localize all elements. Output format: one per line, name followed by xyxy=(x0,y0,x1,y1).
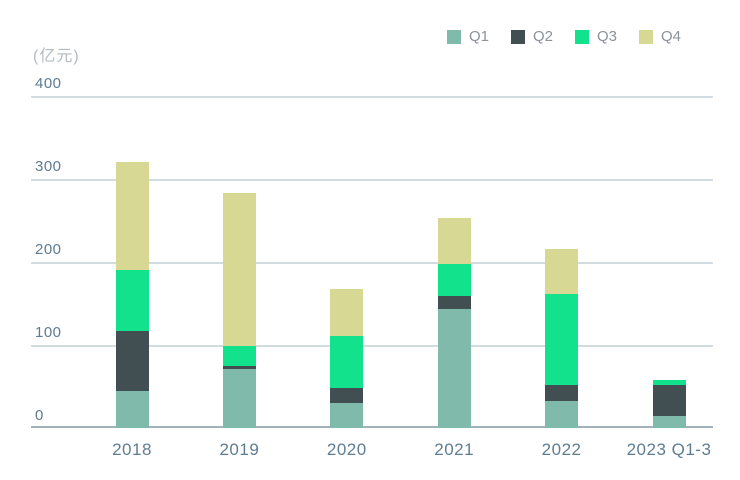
x-tick-label-2019: 2019 xyxy=(219,440,260,459)
legend-swatch-q3 xyxy=(574,29,589,44)
x-tick-label-2021: 2021 xyxy=(434,440,475,459)
legend-label-q4: Q4 xyxy=(660,28,681,45)
bar-segment-q4-2021 xyxy=(437,218,471,264)
bar-segment-q2-2022 xyxy=(545,384,579,402)
bar-column-2022 xyxy=(545,248,579,428)
legend-swatch-q4 xyxy=(638,29,653,44)
x-tick-label-2023-q1-3: 2023 Q1-3 xyxy=(626,440,712,459)
bar-segment-q4-2020 xyxy=(330,289,364,336)
bar-segment-q2-2019 xyxy=(222,365,256,370)
gridline-400 xyxy=(31,96,713,98)
legend-swatch-q2 xyxy=(510,29,525,44)
bar-segment-q1-2021 xyxy=(437,309,471,428)
legend-item-q2: Q2 xyxy=(510,28,553,45)
gridline-300 xyxy=(31,179,713,181)
y-tick-label-100: 100 xyxy=(35,324,62,341)
bar-column-2023-q1-3 xyxy=(652,379,686,428)
bar-column-2021 xyxy=(437,218,471,428)
y-tick-label-300: 300 xyxy=(35,158,62,175)
bar-segment-q1-2018 xyxy=(115,390,149,428)
bar-column-2018 xyxy=(115,162,149,428)
legend-label-q2: Q2 xyxy=(532,28,553,45)
bar-segment-q4-2022 xyxy=(545,248,579,295)
x-tick-label-2022: 2022 xyxy=(541,440,582,459)
legend-swatch-q1 xyxy=(446,29,461,44)
bar-segment-q3-2022 xyxy=(545,294,579,385)
bar-column-2019 xyxy=(222,193,256,428)
x-tick-label-2018: 2018 xyxy=(112,440,152,459)
gridline-200 xyxy=(31,262,713,264)
bar-segment-q3-2023-q1-3 xyxy=(652,379,686,385)
bar-segment-q3-2019 xyxy=(222,345,256,366)
legend-label-q3: Q3 xyxy=(596,28,617,45)
bar-segment-q2-2018 xyxy=(115,330,149,391)
x-axis-baseline xyxy=(31,426,713,428)
bar-segment-q1-2020 xyxy=(330,403,364,428)
bar-segment-q1-2022 xyxy=(545,401,579,428)
chart-legend: Q1 Q2 Q3 Q4 xyxy=(446,28,681,45)
bar-segment-q3-2018 xyxy=(115,270,149,331)
bar-segment-q3-2021 xyxy=(437,263,471,297)
y-tick-label-0: 0 xyxy=(35,407,44,424)
bar-segment-q3-2020 xyxy=(330,335,364,389)
x-tick-label-2020: 2020 xyxy=(326,440,367,459)
bar-segment-q1-2023-q1-3 xyxy=(652,415,686,428)
bar-segment-q4-2018 xyxy=(115,162,149,271)
y-tick-label-400: 400 xyxy=(35,75,62,92)
bar-segment-q1-2019 xyxy=(222,369,256,428)
bar-segment-q2-2020 xyxy=(330,388,364,404)
bar-segment-q2-2021 xyxy=(437,296,471,310)
bar-segment-q2-2023-q1-3 xyxy=(652,384,686,416)
legend-item-q1: Q1 xyxy=(446,28,489,45)
legend-item-q4: Q4 xyxy=(638,28,681,45)
gridline-100 xyxy=(31,345,713,347)
plot-area: 0 100 200 300 400 2018 2019 2020 2021 2022 2023 Q1… xyxy=(31,75,713,459)
y-tick-label-200: 200 xyxy=(35,241,62,258)
legend-item-q3: Q3 xyxy=(574,28,617,45)
bar-segment-q4-2019 xyxy=(222,193,256,346)
bar-column-2020 xyxy=(330,289,364,428)
y-axis-unit-label: (亿元) xyxy=(33,48,80,65)
legend-label-q1: Q1 xyxy=(468,28,489,45)
